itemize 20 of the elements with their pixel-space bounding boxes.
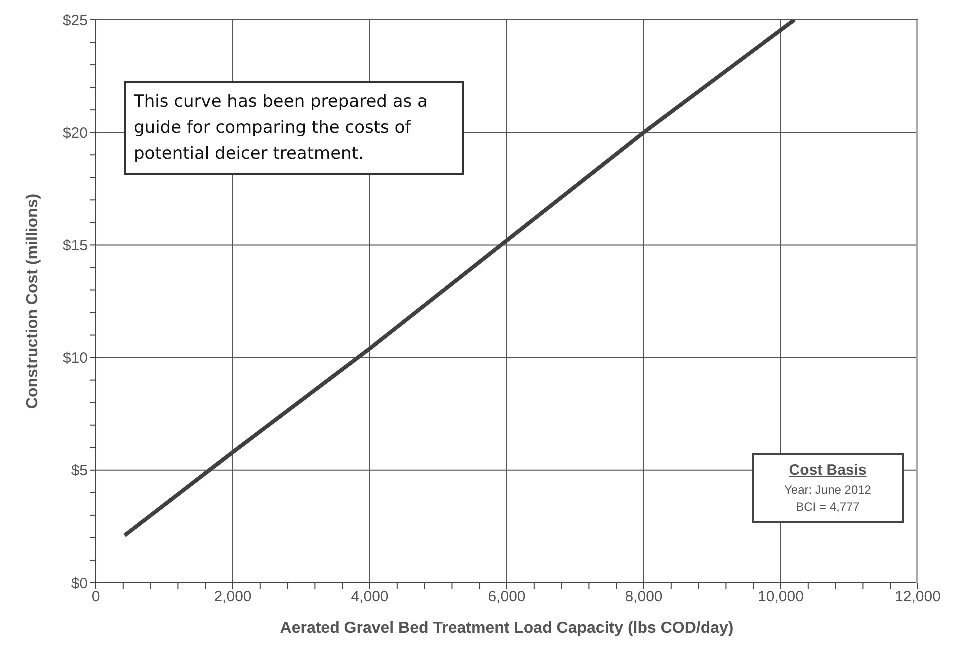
y-tick-label: $10 — [62, 350, 88, 368]
annotation: Year: June 2012 — [784, 482, 872, 499]
y-tick-label: $15 — [62, 238, 88, 255]
annotation: Cost Basis — [788, 461, 868, 481]
x-tick-label: 8,000 — [625, 588, 663, 606]
x-tick-label: 2,000 — [214, 588, 252, 606]
x-tick-label: 12,000 — [895, 588, 941, 606]
x-tick-label: 4,000 — [351, 588, 389, 606]
y-tick-label: $0 — [71, 575, 88, 592]
y-tick-label: $20 — [62, 124, 88, 142]
annotation: BCI = 4,777 — [795, 499, 861, 516]
text-box: Cost Basis Year: June 2012 BCI = 4,777 — [752, 453, 904, 523]
y-tick-label: $25 — [62, 12, 88, 30]
y-tick-label: $5 — [71, 462, 88, 480]
x-tick-label: 10,000 — [758, 588, 804, 606]
x-axis-title: Aerated Gravel Bed Treatment Load Capacity (lbs COD/day) — [280, 620, 734, 637]
text-box: This curve has been prepared as a guide for comparing the costs of potential deicer treatment. — [124, 81, 464, 175]
y-axis-title: Construction Cost (millions) — [24, 194, 42, 410]
x-tick-label: 0 — [92, 588, 100, 606]
x-tick-label: 6,000 — [488, 588, 526, 606]
